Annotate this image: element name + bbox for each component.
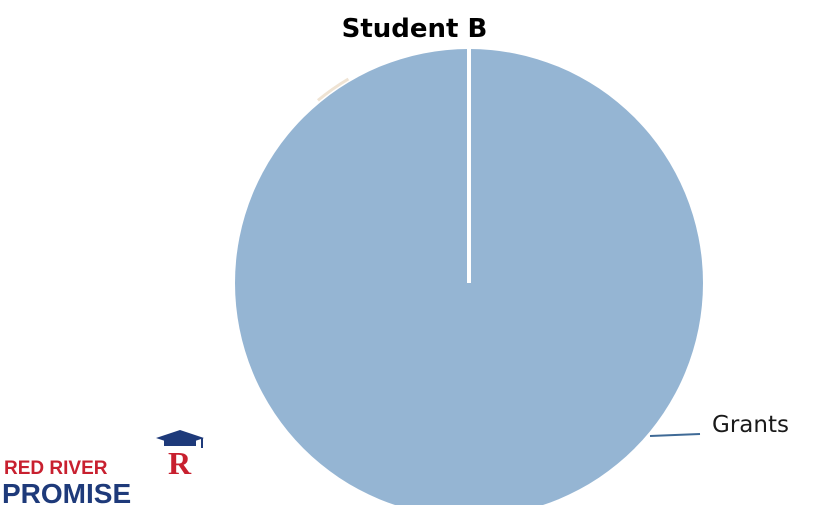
chart-title: Student B	[341, 14, 488, 44]
label-leader-line	[649, 433, 701, 437]
red-river-promise-logo: R RED RIVER PROMISE	[0, 428, 210, 505]
svg-text:R: R	[168, 445, 192, 476]
logo-line-1: RED RIVER	[4, 458, 108, 479]
slice-label-grants: Grants	[712, 412, 789, 438]
pie-edge-trace	[316, 77, 350, 102]
logo-line-2: PROMISE	[2, 478, 132, 505]
graduation-cap-r-icon: R	[156, 430, 204, 476]
